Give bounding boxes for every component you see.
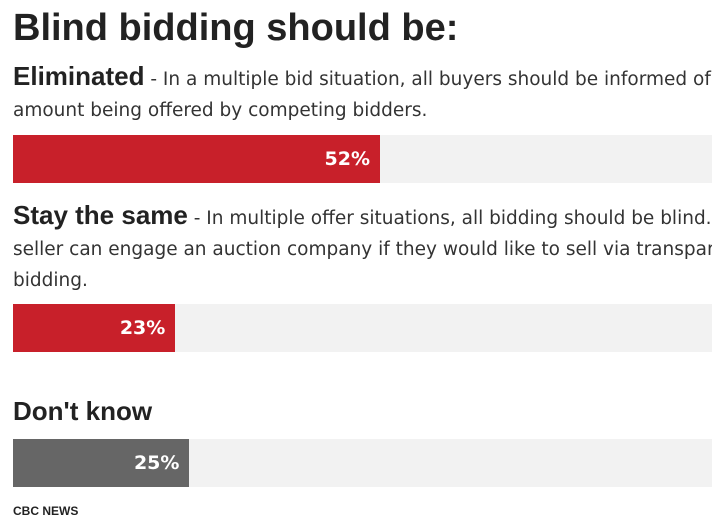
option-stay-the-same: Stay the same - In multiple offer situat… xyxy=(13,200,712,296)
chart-title: Blind bidding should be: xyxy=(13,7,459,49)
bar-track-eliminated: 52% xyxy=(13,135,712,183)
bar-eliminated: 52% xyxy=(13,135,380,183)
bar-value-label: 52% xyxy=(324,148,370,170)
option-label: Eliminated xyxy=(13,61,145,91)
option-text: Don't know xyxy=(13,396,712,430)
option-label: Don't know xyxy=(13,396,153,426)
bar-track-dont-know: 25% xyxy=(13,439,712,487)
option-label: Stay the same xyxy=(13,200,188,230)
option-description: - In multiple offer situations, all bidd… xyxy=(13,208,712,291)
bar-track-stay-the-same: 23% xyxy=(13,304,712,352)
bar-value-label: 25% xyxy=(133,452,180,474)
bar-dont-know: 25% xyxy=(13,439,190,487)
option-dont-know: Don't know xyxy=(13,396,712,430)
option-description: - In a multiple bid situation, all buyer… xyxy=(13,69,712,121)
source-credit: CBC NEWS xyxy=(13,504,79,518)
option-text: Eliminated - In a multiple bid situation… xyxy=(13,61,712,126)
bar-stay-the-same: 23% xyxy=(13,304,176,352)
option-text: Stay the same - In multiple offer situat… xyxy=(13,200,712,296)
option-eliminated: Eliminated - In a multiple bid situation… xyxy=(13,61,712,126)
bar-value-label: 23% xyxy=(119,317,166,339)
